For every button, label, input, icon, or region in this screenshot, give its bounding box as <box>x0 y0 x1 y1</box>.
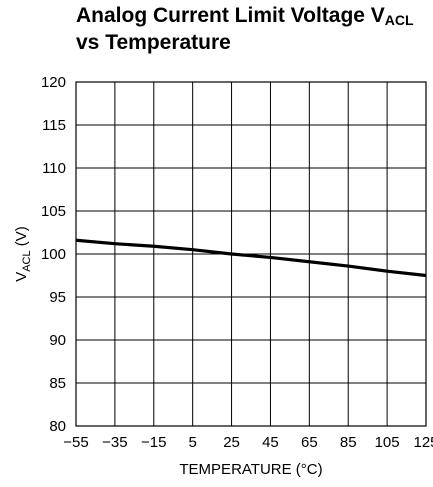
series-layer <box>75 238 427 278</box>
y-tick-label: 85 <box>49 375 66 392</box>
y-tick-label: 80 <box>49 418 66 435</box>
y-tick-label: 120 <box>41 74 66 91</box>
x-tick-label: 105 <box>375 434 400 451</box>
chart-title-line-2: vs Temperature <box>76 31 231 54</box>
series-line <box>75 238 427 278</box>
x-tick-label: −55 <box>63 434 88 451</box>
y-axis-label-subscript: ACL <box>21 250 33 271</box>
y-tick-label: 115 <box>42 117 66 134</box>
y-tick-label: 110 <box>42 160 66 177</box>
x-tick-label: 65 <box>301 434 318 451</box>
x-tick-label: 125 <box>413 434 433 451</box>
x-tick-label: −15 <box>141 434 166 451</box>
x-tick-label: 45 <box>262 434 279 451</box>
plot-frame <box>75 81 427 427</box>
y-tick-label: 95 <box>49 289 66 306</box>
grid-layer <box>75 81 427 427</box>
x-tick-label: 5 <box>188 434 196 451</box>
chart-title-main: Analog Current Limit Voltage V <box>76 4 385 27</box>
y-tick-label: 90 <box>49 332 66 349</box>
x-tick-label: −35 <box>102 434 127 451</box>
tick-label-layer: −55 −35 −15 5 25 45 65 85 105 125 80 85 90 95 100 105 11… <box>41 74 433 451</box>
y-axis-label: VACL (V) <box>13 226 33 282</box>
y-tick-label: 100 <box>41 246 66 263</box>
chart-title-line-1: Analog Current Limit Voltage VACL <box>76 2 426 29</box>
y-tick-label: 105 <box>41 203 66 220</box>
y-axis-label-main: V <box>13 272 30 282</box>
x-axis-label: TEMPERATURE (°C) <box>179 461 322 478</box>
chart-title-subscript: ACL <box>384 12 414 28</box>
chart-title: Analog Current Limit Voltage VACL vs Tem… <box>76 2 426 56</box>
x-tick-label: 25 <box>223 434 240 451</box>
x-tick-label: 85 <box>340 434 357 451</box>
y-axis-label-unit: (V) <box>13 226 30 250</box>
